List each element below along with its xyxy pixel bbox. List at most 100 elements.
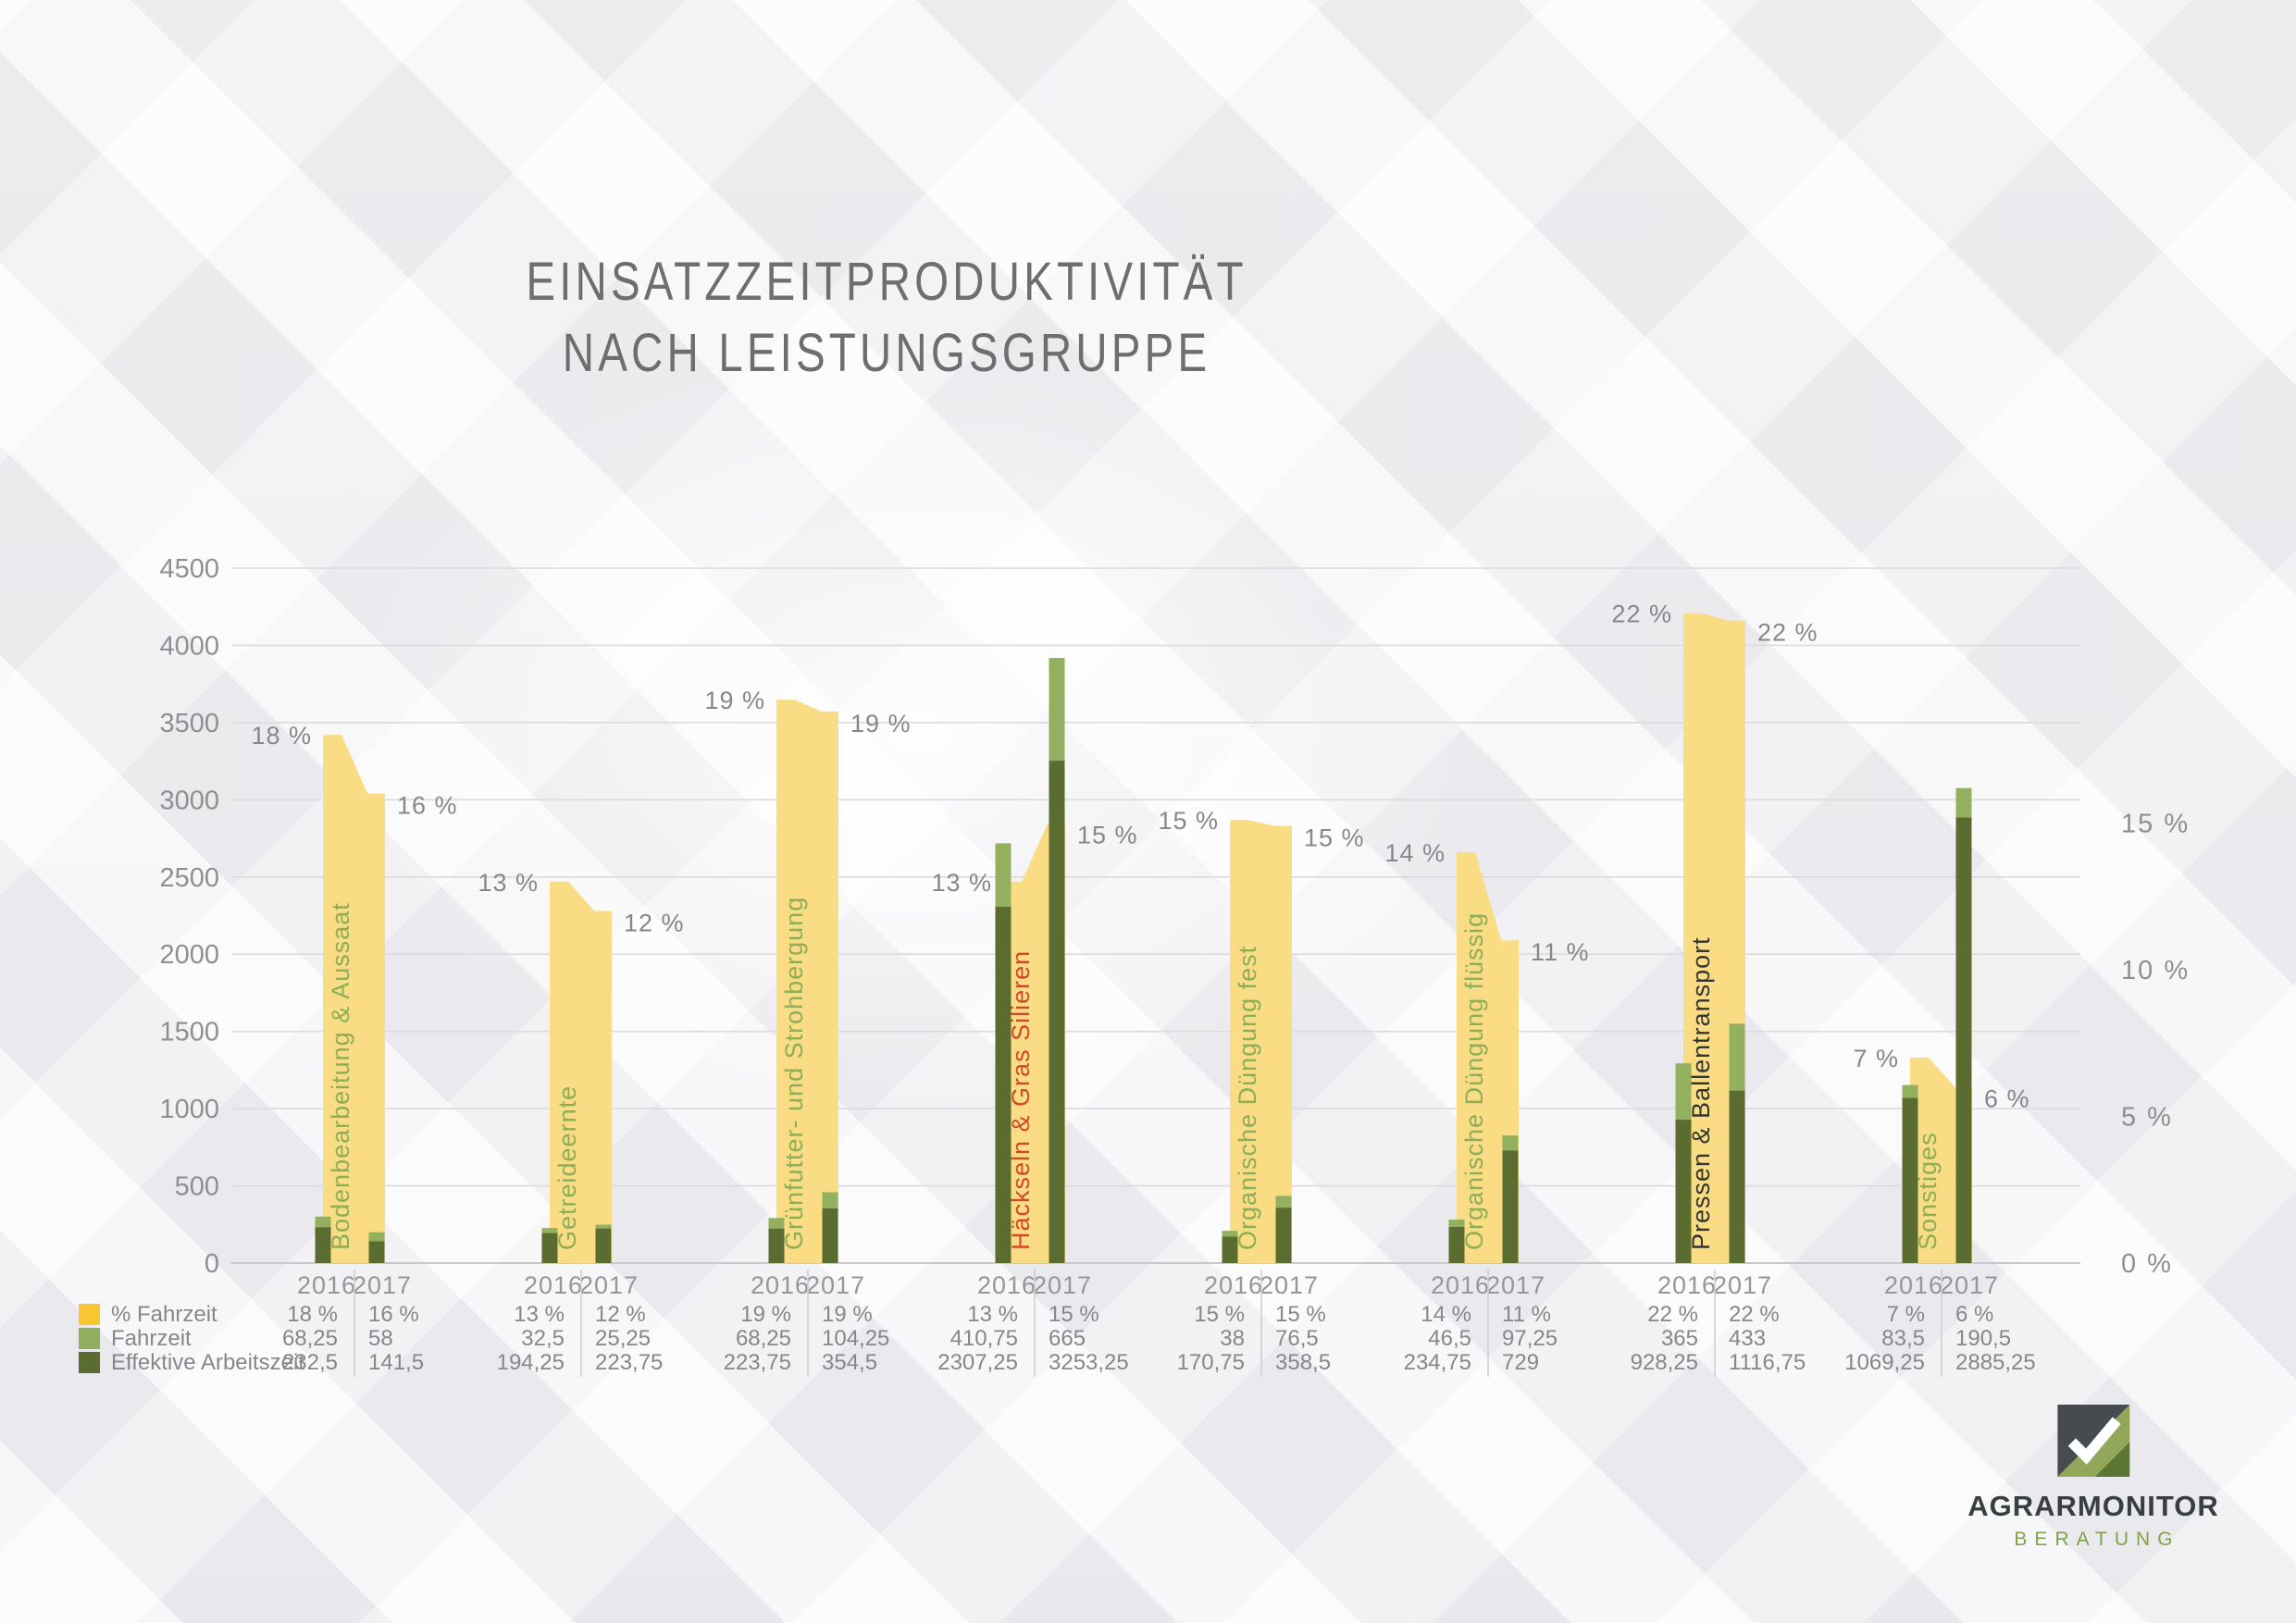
pct-label-2016: 15 % bbox=[1158, 807, 1219, 835]
table-value-2016: 232,5 bbox=[282, 1350, 338, 1375]
pct-label-2017: 6 % bbox=[1984, 1085, 2030, 1113]
left-axis-tick-label: 500 bbox=[175, 1172, 219, 1202]
table-value-2016: 38 bbox=[1220, 1326, 1245, 1351]
left-axis-tick-label: 2000 bbox=[159, 940, 219, 970]
left-axis-tick-label: 2500 bbox=[159, 863, 219, 893]
fahr-legend-label: Fahrzeit bbox=[111, 1326, 192, 1351]
pct-label-2016: 19 % bbox=[704, 687, 765, 714]
pct-label-2017: 11 % bbox=[1531, 938, 1590, 966]
year-label-2016: 2016 bbox=[524, 1271, 583, 1299]
fahrzeit-bar bbox=[1675, 1063, 1692, 1121]
pct-label-2017: 19 % bbox=[850, 710, 912, 737]
fahrzeit-bar bbox=[315, 1216, 331, 1228]
pct-label-2016: 13 % bbox=[931, 869, 992, 897]
table-value-2017: 433 bbox=[1729, 1326, 1766, 1351]
fahrzeit-bar bbox=[1448, 1220, 1465, 1227]
left-axis-tick-label: 3000 bbox=[159, 786, 219, 815]
left-axis-tick-label: 4000 bbox=[159, 631, 219, 661]
year-label-2016: 2016 bbox=[1657, 1271, 1717, 1299]
fahrzeit-bar bbox=[1502, 1135, 1519, 1151]
effektive-arbeitszeit-bar bbox=[315, 1227, 331, 1263]
pct-fahrzeit-band bbox=[776, 700, 838, 1263]
table-value-2017: 141,5 bbox=[368, 1350, 424, 1375]
year-label-2016: 2016 bbox=[297, 1271, 356, 1299]
table-value-2016: 18 % bbox=[287, 1302, 338, 1327]
table-value-2016: 68,25 bbox=[282, 1326, 338, 1351]
eff-legend-swatch bbox=[79, 1352, 100, 1373]
table-value-2017: 16 % bbox=[368, 1302, 419, 1327]
year-label-2016: 2016 bbox=[751, 1271, 810, 1299]
right-axis-tick-label: 5 % bbox=[2121, 1102, 2173, 1132]
effektive-arbeitszeit-bar bbox=[1275, 1208, 1292, 1263]
chart-title: EINSATZZEITPRODUKTIVITÄT NACH LEISTUNGSG… bbox=[447, 246, 1326, 389]
year-label-2017: 2017 bbox=[1940, 1271, 1999, 1299]
pct-label-2016: 14 % bbox=[1384, 839, 1446, 867]
effektive-arbeitszeit-bar bbox=[1955, 817, 1972, 1263]
category-label: Häckseln & Gras Silieren bbox=[1007, 950, 1035, 1250]
effektive-arbeitszeit-bar bbox=[1049, 761, 1065, 1263]
right-axis-tick-label: 15 % bbox=[2121, 809, 2190, 838]
table-value-2016: 365 bbox=[1661, 1326, 1698, 1351]
year-label-2017: 2017 bbox=[1486, 1271, 1545, 1299]
fahrzeit-bar bbox=[1049, 658, 1065, 762]
effektive-arbeitszeit-bar bbox=[768, 1228, 785, 1263]
pct-label-2017: 12 % bbox=[624, 909, 685, 936]
table-value-2017: 223,75 bbox=[595, 1350, 663, 1375]
table-value-2017: 58 bbox=[368, 1326, 393, 1351]
effektive-arbeitszeit-bar bbox=[1502, 1150, 1519, 1263]
fahrzeit-bar bbox=[1902, 1084, 1918, 1098]
table-value-2016: 15 % bbox=[1194, 1302, 1245, 1327]
table-value-2016: 2307,25 bbox=[937, 1350, 1018, 1375]
table-value-2016: 13 % bbox=[967, 1302, 1018, 1327]
table-value-2016: 170,75 bbox=[1177, 1350, 1245, 1375]
table-value-2017: 76,5 bbox=[1275, 1326, 1319, 1351]
table-value-2016: 234,75 bbox=[1404, 1350, 1471, 1375]
pct-fahrzeit-band bbox=[1230, 820, 1292, 1263]
left-axis-tick-label: 1500 bbox=[159, 1018, 219, 1047]
logo-subtitle: BERATUNG bbox=[2014, 1529, 2180, 1550]
table-value-2017: 15 % bbox=[1049, 1302, 1099, 1327]
table-value-2017: 104,25 bbox=[822, 1326, 889, 1351]
chart-title-line1: EINSATZZEITPRODUKTIVITÄT bbox=[526, 252, 1247, 312]
table-value-2017: 22 % bbox=[1729, 1302, 1780, 1327]
fahrzeit-bar bbox=[995, 843, 1011, 907]
year-label-2016: 2016 bbox=[1204, 1271, 1263, 1299]
fahrzeit-bar bbox=[541, 1228, 558, 1233]
year-label-2017: 2017 bbox=[353, 1271, 412, 1299]
effektive-arbeitszeit-bar bbox=[1675, 1120, 1692, 1263]
table-value-2017: 12 % bbox=[595, 1302, 646, 1327]
pct-label-2017: 16 % bbox=[397, 792, 458, 820]
table-value-2017: 15 % bbox=[1275, 1302, 1326, 1327]
table-value-2017: 358,5 bbox=[1275, 1350, 1331, 1375]
category-label: Pressen & Ballentransport bbox=[1687, 936, 1715, 1250]
fahrzeit-bar bbox=[822, 1192, 838, 1208]
category-label: Organische Düngung flüssig bbox=[1460, 912, 1488, 1250]
logo-checkmark-icon bbox=[2056, 1405, 2129, 1477]
category-label: Grünfutter- und Strohbergung bbox=[780, 897, 808, 1250]
pct-label-2016: 18 % bbox=[251, 722, 312, 750]
pct-legend-label: % Fahrzeit bbox=[111, 1302, 217, 1327]
table-value-2016: 928,25 bbox=[1631, 1350, 1698, 1375]
year-label-2017: 2017 bbox=[1260, 1271, 1319, 1299]
table-value-2016: 13 % bbox=[514, 1302, 565, 1327]
table-value-2016: 83,5 bbox=[1881, 1326, 1925, 1351]
table-value-2017: 25,25 bbox=[595, 1326, 651, 1351]
table-value-2016: 7 % bbox=[1887, 1302, 1925, 1327]
table-value-2017: 665 bbox=[1049, 1326, 1086, 1351]
table-value-2016: 22 % bbox=[1647, 1302, 1698, 1327]
table-value-2017: 19 % bbox=[822, 1302, 873, 1327]
table-value-2016: 410,75 bbox=[950, 1326, 1018, 1351]
table-value-2016: 46,5 bbox=[1428, 1326, 1471, 1351]
effektive-arbeitszeit-bar bbox=[595, 1228, 612, 1263]
left-axis-tick-label: 4500 bbox=[159, 554, 219, 584]
pct-fahrzeit-band bbox=[323, 735, 385, 1263]
table-value-2016: 68,25 bbox=[736, 1326, 791, 1351]
table-value-2016: 1069,25 bbox=[1844, 1350, 1925, 1375]
fahr-legend-swatch bbox=[79, 1328, 100, 1349]
effektive-arbeitszeit-bar bbox=[822, 1208, 838, 1263]
table-value-2016: 14 % bbox=[1421, 1302, 1471, 1327]
category-label: Organische Düngung fest bbox=[1234, 946, 1261, 1250]
category-label: Sonstiges bbox=[1914, 1132, 1942, 1250]
effektive-arbeitszeit-bar bbox=[995, 906, 1011, 1263]
